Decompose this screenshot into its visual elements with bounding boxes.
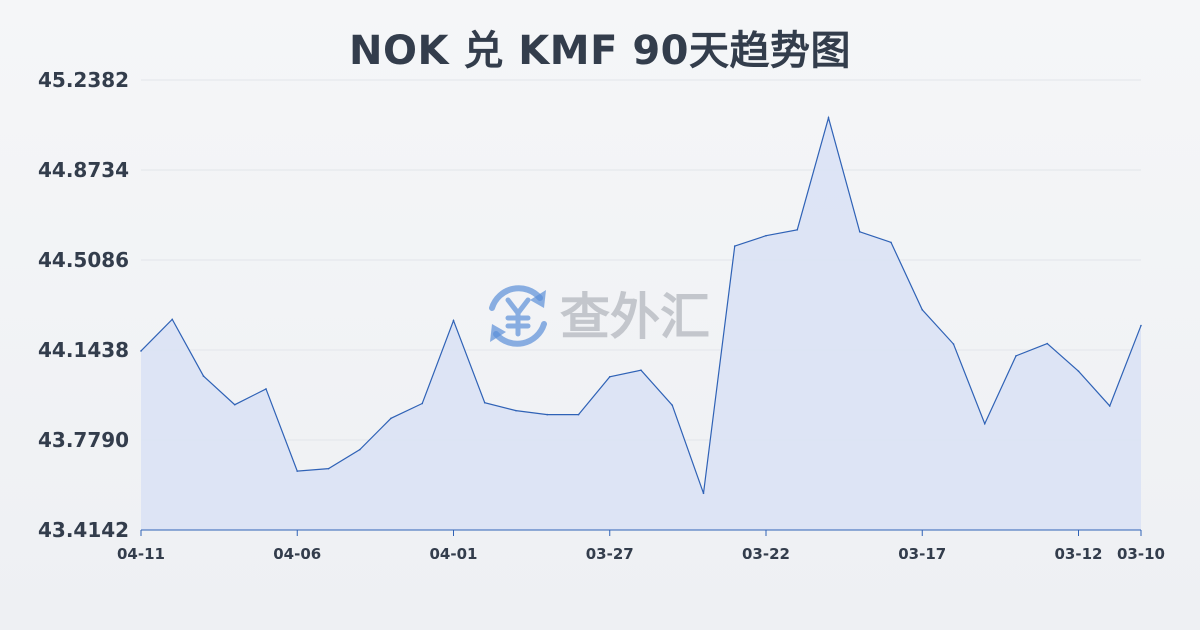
data-point bbox=[858, 230, 861, 233]
data-point bbox=[921, 308, 924, 311]
x-tick-label: 03-17 bbox=[898, 545, 946, 563]
data-point bbox=[390, 417, 392, 420]
y-tick-label: 44.1438 bbox=[38, 338, 129, 362]
data-point bbox=[733, 245, 736, 247]
grid-layer bbox=[141, 79, 1141, 441]
data-point bbox=[1015, 355, 1017, 357]
data-point bbox=[483, 401, 486, 404]
chart-title: NOK 兑 KMF 90天趋势图 bbox=[348, 28, 852, 74]
x-tick-label: 03-10 bbox=[1117, 545, 1165, 563]
tick-labels: 45.2382 44.8734 44.5086 44.1438 43.7790 43.41… bbox=[38, 68, 1165, 563]
y-tick-label: 45.2382 bbox=[38, 68, 129, 92]
data-point bbox=[452, 319, 455, 322]
data-point bbox=[327, 467, 330, 470]
data-point bbox=[765, 234, 767, 237]
y-tick-label: 43.7790 bbox=[38, 428, 129, 452]
data-point bbox=[796, 229, 799, 231]
x-tick-label: 03-22 bbox=[742, 545, 790, 563]
watermark-text: 查外汇 bbox=[560, 288, 710, 346]
data-point bbox=[1108, 405, 1111, 407]
x-tick-label: 03-12 bbox=[1055, 545, 1103, 563]
data-point bbox=[890, 241, 892, 244]
data-point bbox=[546, 413, 549, 416]
data-point bbox=[671, 404, 674, 407]
data-point bbox=[952, 343, 955, 345]
data-point bbox=[702, 492, 705, 495]
data-point bbox=[577, 413, 580, 416]
y-tick-label: 44.5086 bbox=[38, 248, 129, 272]
x-tick-label: 04-11 bbox=[117, 545, 165, 563]
series-area-fill bbox=[141, 117, 1141, 531]
watermark: 查外汇 bbox=[489, 285, 710, 347]
x-tick-label: 03-27 bbox=[586, 545, 634, 563]
axis-layer bbox=[140, 116, 1142, 536]
data-point bbox=[140, 350, 142, 352]
data-point bbox=[171, 318, 174, 321]
data-point bbox=[1140, 324, 1142, 327]
x-tick-label: 04-06 bbox=[273, 545, 321, 563]
y-tick-label: 43.4142 bbox=[38, 518, 129, 542]
data-point bbox=[608, 376, 611, 378]
data-point bbox=[640, 369, 642, 371]
data-point bbox=[1046, 342, 1049, 345]
data-point bbox=[827, 116, 830, 119]
data-point bbox=[515, 409, 517, 412]
data-point bbox=[265, 388, 267, 390]
data-point bbox=[1077, 370, 1080, 372]
data-point bbox=[358, 448, 361, 451]
data-point bbox=[296, 470, 299, 472]
y-tick-label: 44.8734 bbox=[38, 158, 129, 182]
x-tick-label: 04-01 bbox=[430, 545, 478, 563]
data-point bbox=[983, 422, 986, 425]
data-point bbox=[202, 375, 205, 377]
yen-exchange-icon bbox=[489, 285, 547, 347]
data-point bbox=[421, 402, 424, 405]
data-point bbox=[233, 403, 236, 406]
